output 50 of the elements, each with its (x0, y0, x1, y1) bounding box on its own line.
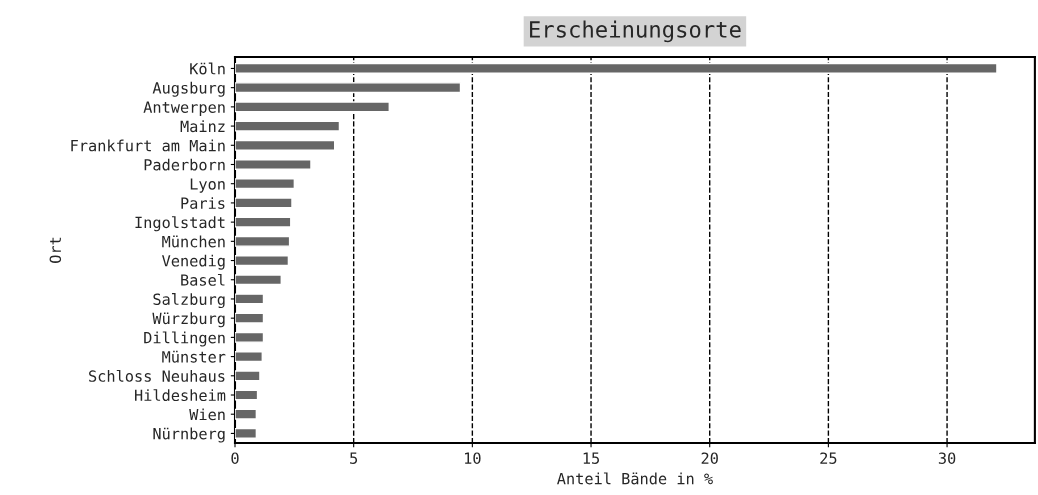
bar (235, 178, 296, 190)
y-tick-label: Hildesheim (135, 389, 226, 402)
y-tick-label: Köln (190, 62, 225, 75)
y-tick-label: Salzburg (153, 293, 225, 309)
bar (235, 255, 290, 267)
bar (235, 62, 998, 74)
x-tick-label: 0 (231, 452, 239, 464)
bar (235, 158, 312, 170)
y-tick-label: Münster (162, 350, 226, 363)
x-tick-label: 30 (938, 452, 956, 464)
bar (235, 427, 258, 439)
bar (235, 235, 291, 247)
y-tick-label: Paris (181, 197, 225, 209)
x-tick-label: 20 (701, 452, 718, 464)
y-tick-label: Augsburg (152, 81, 225, 97)
y-tick-label: Schloss Neuhaus (89, 369, 225, 382)
y-tick-label: Ingolstadt (135, 216, 225, 232)
x-axis-title: Anteil Bände in % (557, 472, 713, 485)
bar (235, 197, 293, 209)
bar (235, 389, 259, 401)
y-tick-label: Dillingen (144, 331, 225, 347)
chart-title: Erscheinungsorte (530, 20, 741, 43)
y-tick-label: Basel (181, 273, 225, 286)
y-tick-label: Wien (189, 408, 225, 421)
bar (235, 351, 263, 363)
y-tick-label: Nürnberg (153, 427, 225, 443)
bar (235, 101, 390, 113)
y-tick-label: Paderborn (144, 158, 225, 171)
y-tick-label: Antwerpen (143, 101, 225, 116)
x-tick-label: 15 (583, 452, 600, 464)
bar (235, 139, 336, 151)
y-tick-label: Venedig (162, 254, 225, 270)
y-tick-label: München (162, 235, 225, 248)
y-tick-label: Würzburg (152, 312, 225, 328)
y-tick-label: Frankfurt am Main (71, 139, 225, 152)
bar (235, 82, 462, 94)
bar (235, 216, 292, 228)
x-tick-label: 5 (350, 452, 358, 464)
bar (235, 312, 265, 324)
bar (235, 293, 265, 305)
bar (235, 274, 282, 286)
y-axis-title: Ort (49, 237, 62, 263)
x-tick-label: 25 (820, 452, 837, 464)
x-tick-label: 10 (465, 452, 481, 464)
y-tick-label: Mainz (180, 120, 225, 133)
bar (235, 370, 261, 382)
y-tick-label: Lyon (190, 178, 225, 193)
bar (235, 408, 258, 420)
bar (235, 331, 265, 343)
bar (235, 120, 341, 132)
